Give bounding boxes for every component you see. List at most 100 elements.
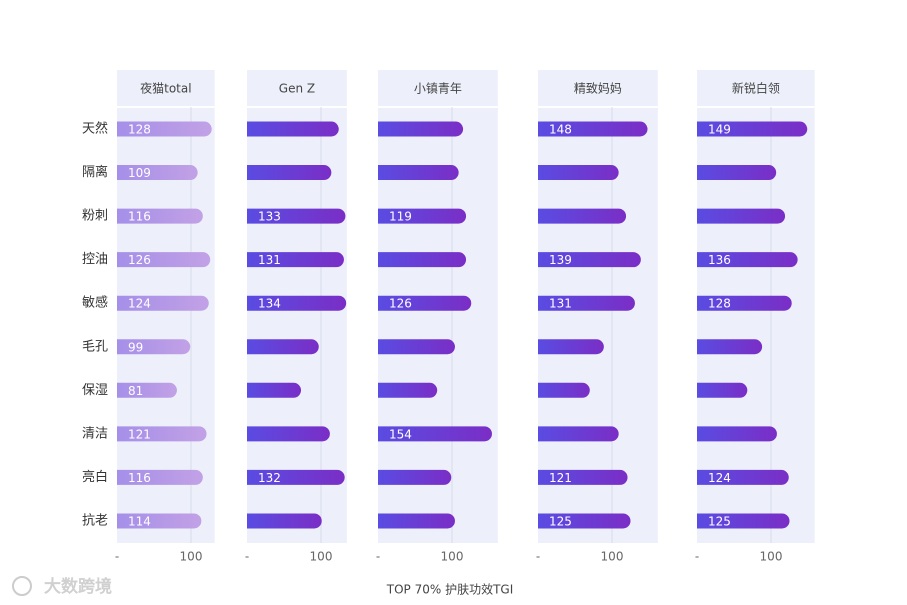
value-label: 114 <box>128 514 151 528</box>
value-label: 133 <box>258 210 281 224</box>
bar <box>378 121 464 137</box>
bar <box>697 165 777 181</box>
watermark: 大数跨境 <box>44 576 112 597</box>
bar <box>538 121 648 137</box>
bar <box>697 252 798 268</box>
category-label: 抗老 <box>82 513 108 528</box>
bar <box>247 339 319 355</box>
value-label: 136 <box>708 253 731 267</box>
bar <box>538 382 590 398</box>
bar <box>538 208 627 224</box>
category-label: 清洁 <box>82 426 108 441</box>
category-label: 粉刺 <box>82 209 108 224</box>
value-label: 81 <box>128 384 143 398</box>
category-label: 隔离 <box>82 164 108 180</box>
value-label: 125 <box>708 514 731 528</box>
x-tick-label: 100 <box>601 550 624 564</box>
value-label: 134 <box>258 297 281 311</box>
x-tick-label: - <box>536 550 540 564</box>
value-label: 124 <box>708 471 731 485</box>
category-label: 毛孔 <box>82 339 108 354</box>
panel-title: 小镇青年 <box>414 82 462 96</box>
value-label: 109 <box>128 166 151 180</box>
bar <box>247 252 344 268</box>
bar <box>697 513 790 529</box>
value-label: 131 <box>549 297 572 311</box>
category-label: 控油 <box>82 252 108 267</box>
category-label: 敏感 <box>82 295 108 311</box>
bar <box>697 469 789 485</box>
value-label: 121 <box>128 427 151 441</box>
bar <box>378 382 438 398</box>
bar <box>247 208 346 224</box>
value-label: 131 <box>258 253 281 267</box>
x-tick-label: - <box>376 550 380 564</box>
bar <box>538 295 635 311</box>
bar <box>378 208 467 224</box>
x-tick-label: - <box>695 550 699 564</box>
bar <box>378 339 455 355</box>
bar <box>538 252 641 268</box>
x-axis-label: TOP 70% 护肤功效TGI <box>386 582 513 597</box>
category-label: 亮白 <box>82 469 108 485</box>
bar <box>378 469 452 485</box>
bar <box>538 469 628 485</box>
bar <box>247 382 302 398</box>
bar <box>117 252 211 268</box>
bar <box>117 382 177 398</box>
value-label: 126 <box>128 253 151 267</box>
value-label: 132 <box>258 471 281 485</box>
category-label: 天然 <box>82 121 108 137</box>
bar <box>117 469 203 485</box>
x-tick-label: 100 <box>180 550 203 564</box>
value-label: 125 <box>549 514 572 528</box>
bar <box>117 208 203 224</box>
bar <box>378 165 459 181</box>
bar <box>697 208 786 224</box>
bar <box>538 165 619 181</box>
bar <box>117 426 207 442</box>
value-label: 149 <box>708 123 731 137</box>
bar <box>247 469 345 485</box>
value-label: 139 <box>549 253 572 267</box>
panel-title: Gen Z <box>279 82 315 96</box>
value-label: 99 <box>128 340 143 354</box>
category-label: 保湿 <box>82 383 108 398</box>
panel-title: 精致妈妈 <box>574 82 622 96</box>
watermark-logo <box>12 576 32 596</box>
bar <box>247 513 322 529</box>
bar <box>117 165 198 181</box>
panel-title: 新锐白领 <box>732 81 780 96</box>
x-tick-label: - <box>245 550 249 564</box>
bar <box>378 513 455 529</box>
x-tick-label: 100 <box>760 550 783 564</box>
bar <box>117 295 209 311</box>
bar <box>117 339 191 355</box>
bar <box>697 339 763 355</box>
bar <box>247 165 332 181</box>
bar <box>378 426 492 442</box>
bar <box>247 426 330 442</box>
value-label: 148 <box>549 123 572 137</box>
value-label: 126 <box>389 297 412 311</box>
bar <box>697 426 777 442</box>
bar <box>247 121 339 137</box>
value-label: 128 <box>708 297 731 311</box>
bar <box>378 295 472 311</box>
value-label: 116 <box>128 210 151 224</box>
bar <box>247 295 347 311</box>
bar <box>538 339 604 355</box>
bar <box>117 121 212 137</box>
x-tick-label: - <box>115 550 119 564</box>
x-tick-label: 100 <box>310 550 333 564</box>
value-label: 124 <box>128 297 151 311</box>
bar <box>697 295 792 311</box>
bar <box>697 382 748 398</box>
value-label: 128 <box>128 123 151 137</box>
bar <box>538 426 619 442</box>
panel-title: 夜猫total <box>140 81 191 96</box>
bar <box>697 121 808 137</box>
bar <box>538 513 631 529</box>
bar <box>117 513 202 529</box>
value-label: 121 <box>549 471 572 485</box>
